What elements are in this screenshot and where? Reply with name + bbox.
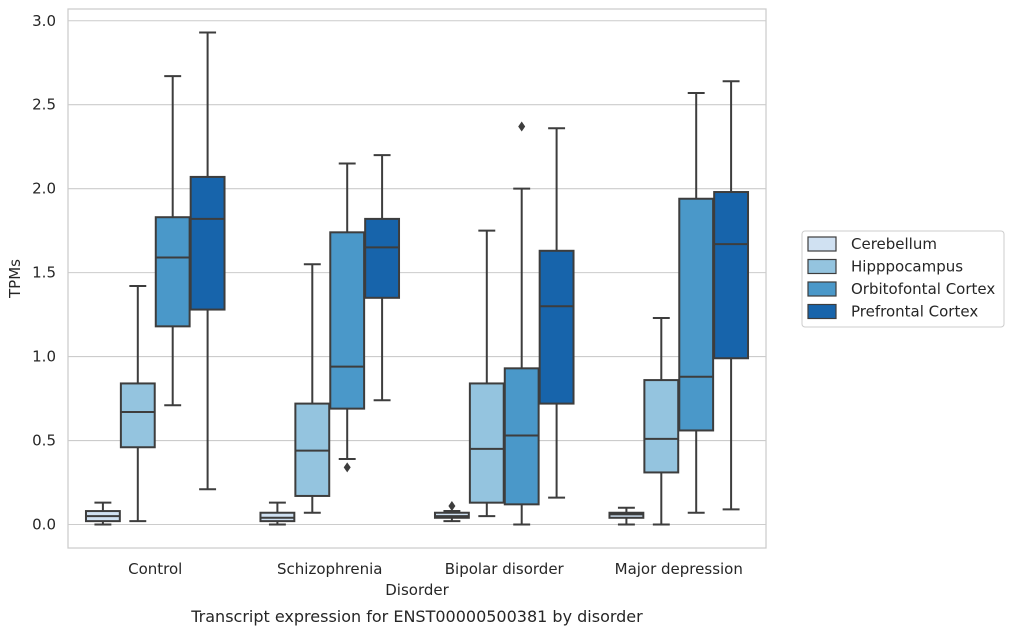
box-orbitofontal-cortex [154, 75, 191, 407]
y-tick-label: 2.0 [32, 180, 56, 198]
box-cerebellum [608, 506, 645, 526]
legend-swatch [807, 258, 837, 275]
legend-swatch [807, 303, 837, 320]
box-hipppocampus [119, 285, 156, 523]
outlier-point [518, 121, 526, 132]
box-iqr [154, 216, 191, 328]
box-iqr [189, 175, 226, 311]
y-tick-label: 1.5 [32, 264, 56, 282]
box-hipppocampus [468, 229, 505, 518]
plot-area [67, 8, 767, 549]
legend-swatch [807, 281, 837, 297]
box-iqr [643, 379, 680, 474]
legend-label: Orbitofontal Cortex [851, 280, 995, 298]
box-iqr [678, 197, 715, 432]
boxes [84, 31, 750, 526]
box-iqr [364, 217, 401, 299]
y-tick-label: 2.5 [32, 96, 56, 114]
box-prefrontal-cortex [538, 127, 575, 499]
legend-label: Hipppocampus [851, 258, 963, 276]
box-prefrontal-cortex [713, 80, 750, 511]
x-axis-ticks: Control Schizophrenia Bipolar disorder Majo… [128, 560, 743, 578]
chart-caption: Transcript expression for ENST0000050038… [190, 607, 643, 626]
box-iqr [119, 382, 156, 449]
x-tick-label: Bipolar disorder [445, 560, 565, 578]
y-tick-label: 0.0 [32, 515, 56, 533]
box-iqr [468, 382, 505, 504]
legend-label: Prefrontal Cortex [851, 303, 978, 321]
box-orbitofontal-cortex [678, 91, 715, 514]
box-prefrontal-cortex [189, 31, 226, 491]
legend-frame [801, 230, 1005, 328]
y-tick-label: 0.5 [32, 432, 56, 450]
box-prefrontal-cortex [364, 154, 401, 402]
box-iqr [538, 249, 575, 405]
y-tick-label: 3.0 [32, 12, 56, 30]
box-cerebellum [433, 501, 470, 523]
x-tick-label: Schizophrenia [277, 560, 382, 578]
x-axis-label: Disorder [385, 581, 449, 599]
x-tick-label: Major depression [615, 560, 743, 578]
outlier-point [448, 501, 456, 512]
box-hipppocampus [643, 316, 680, 526]
box-hipppocampus [294, 263, 331, 514]
x-tick-label: Control [128, 560, 182, 578]
box-cerebellum [84, 501, 121, 526]
box-iqr [713, 191, 750, 360]
box-orbitofontal-cortex [503, 121, 540, 526]
y-axis-label: TPMs [6, 259, 24, 299]
outlier-point [343, 462, 351, 473]
y-axis-ticks: 0.0 0.5 1.0 1.5 2.0 2.5 3.0 [32, 12, 56, 534]
box-cerebellum [259, 501, 296, 526]
y-tick-label: 1.0 [32, 348, 56, 366]
box-iqr [329, 231, 366, 410]
legend: Cerebellum Hipppocampus Orbitofontal Corte… [801, 230, 1005, 328]
legend-swatch [807, 236, 837, 252]
box-orbitofontal-cortex [329, 162, 366, 473]
legend-label: Cerebellum [851, 235, 937, 253]
